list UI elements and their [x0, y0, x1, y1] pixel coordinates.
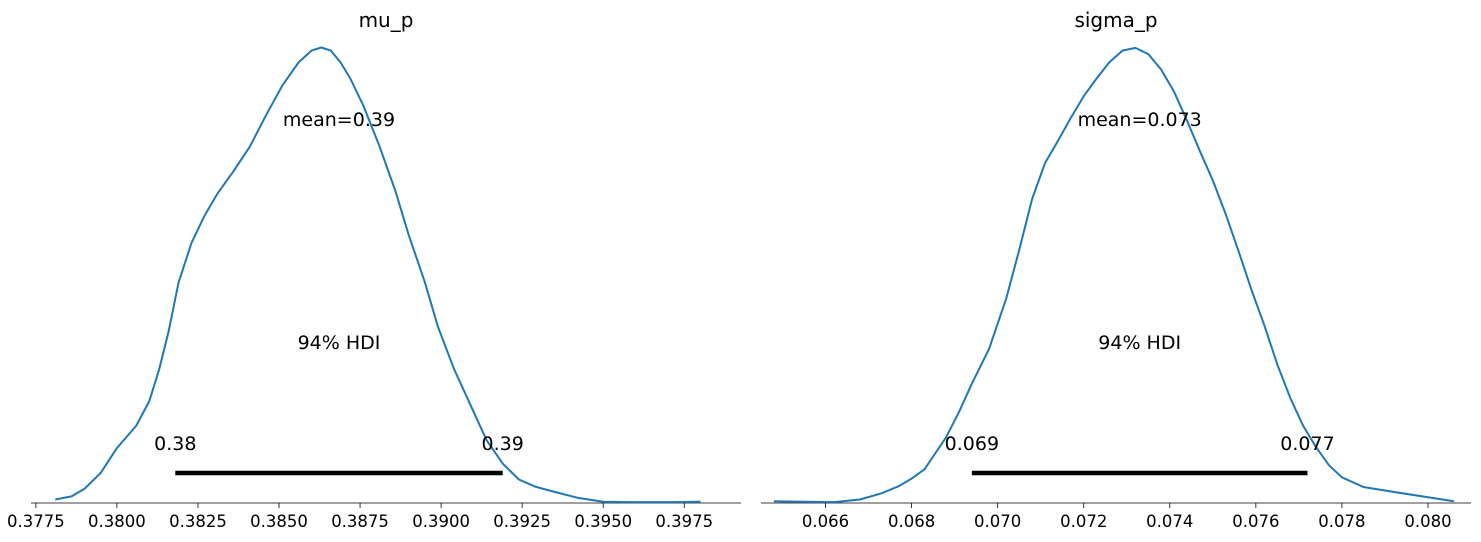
density-curve [55, 46, 701, 504]
x-tick-label: 0.3775 [7, 512, 65, 531]
x-tick-label: 0.3825 [169, 512, 227, 531]
x-tick-label: 0.076 [1232, 512, 1279, 531]
x-tick-label: 0.068 [888, 512, 935, 531]
hdi-label: 94% HDI [298, 332, 381, 354]
density-curve [773, 46, 1454, 504]
x-tick-label: 0.3900 [412, 512, 470, 531]
x-tick-label: 0.3925 [493, 512, 551, 531]
hdi-high-label: 0.39 [482, 433, 524, 455]
x-tick-label: 0.3850 [250, 512, 308, 531]
x-tick-label: 0.070 [974, 512, 1021, 531]
x-tick-label: 0.3975 [655, 512, 713, 531]
mu-p-panel: 0.3775 0.3800 0.3825 0.3850 0.3875 0.3900 0.39… [7, 8, 741, 531]
chart-title: mu_p [359, 8, 414, 32]
mean-label: mean=0.39 [283, 109, 395, 131]
hdi-high-label: 0.077 [1280, 433, 1334, 455]
mean-label: mean=0.073 [1078, 109, 1202, 131]
x-tick-label: 0.3800 [88, 512, 146, 531]
x-tick-label: 0.078 [1318, 512, 1365, 531]
x-tick-label: 0.074 [1146, 512, 1193, 531]
x-tick-label: 0.066 [802, 512, 849, 531]
hdi-label: 94% HDI [1098, 332, 1181, 354]
x-tick-label: 0.072 [1060, 512, 1107, 531]
x-tick-label: 0.080 [1404, 512, 1451, 531]
hdi-low-label: 0.38 [154, 433, 196, 455]
chart-title: sigma_p [1074, 8, 1157, 32]
sigma-p-panel: 0.066 0.068 0.070 0.072 0.074 0.076 0.078 0.080… [761, 8, 1471, 531]
hdi-low-label: 0.069 [945, 433, 999, 455]
x-tick-label: 0.3875 [331, 512, 389, 531]
x-tick-label: 0.3950 [574, 512, 632, 531]
